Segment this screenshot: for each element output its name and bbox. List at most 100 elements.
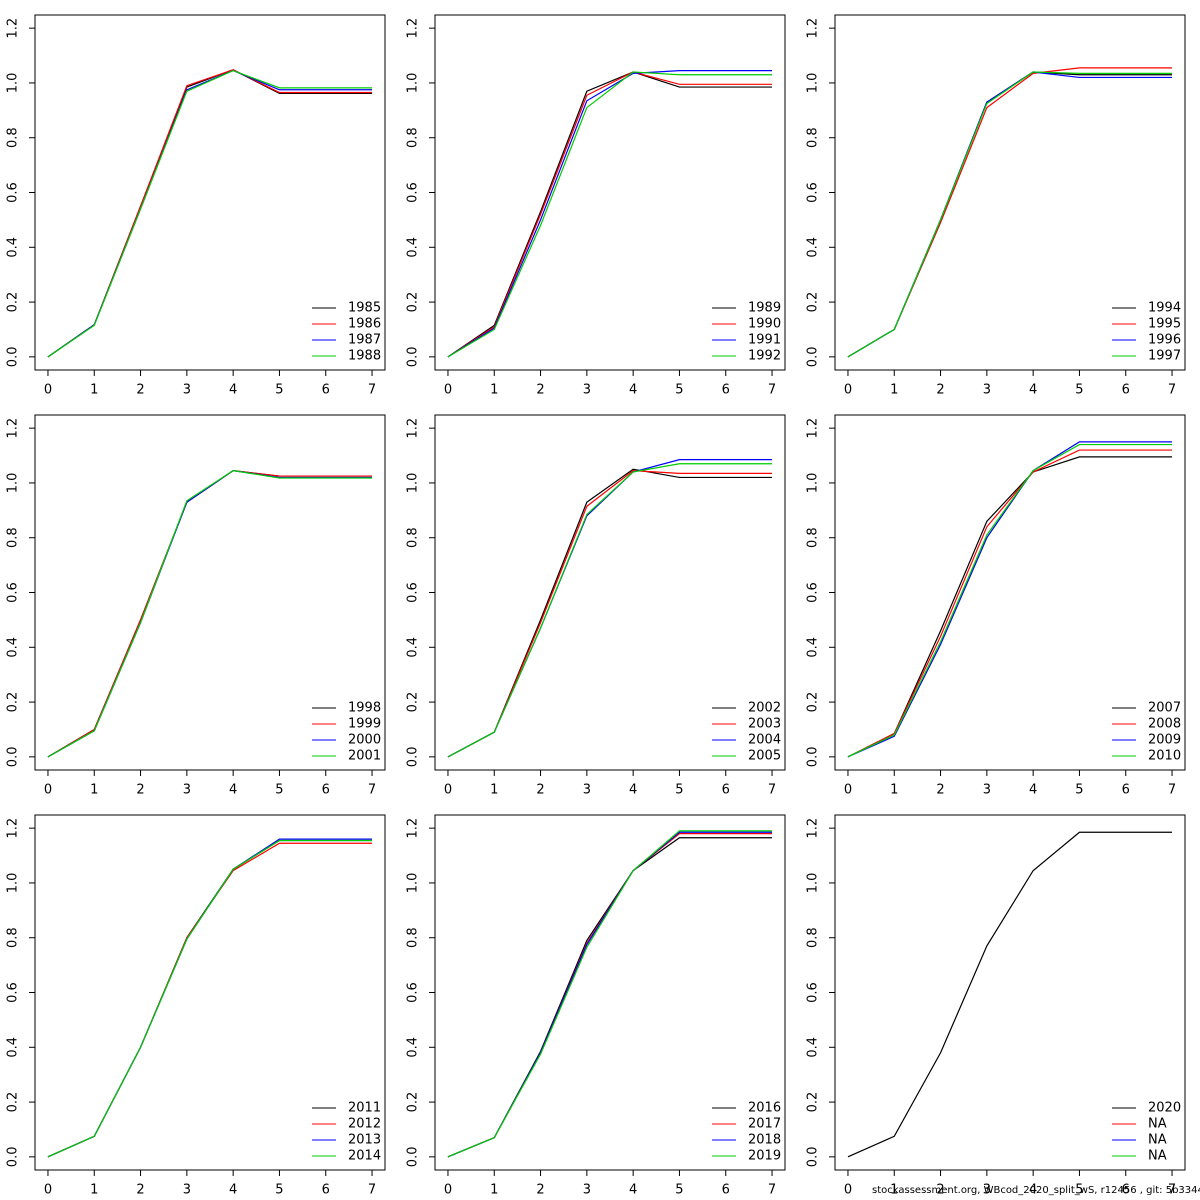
y-tick-label: 0.2 <box>6 292 21 313</box>
legend-label: 2019 <box>748 1149 781 1164</box>
legend-label: 2018 <box>748 1133 781 1148</box>
legend-label: 2010 <box>1148 749 1181 764</box>
y-tick-label: 0.8 <box>6 527 21 548</box>
x-tick-label: 2 <box>136 783 144 798</box>
plot-box <box>34 14 386 371</box>
x-tick-label: 4 <box>629 383 637 398</box>
series-line <box>47 842 373 1158</box>
plot-box <box>834 414 1186 771</box>
x-tick-label: 0 <box>444 383 452 398</box>
legend-label: NA <box>1148 1117 1167 1132</box>
y-tick-label: 1.0 <box>806 73 821 94</box>
legend-label: 1986 <box>348 317 381 332</box>
x-tick-label: 4 <box>229 783 237 798</box>
series-line <box>47 839 373 1158</box>
y-tick-label: 0.0 <box>6 747 21 768</box>
x-tick-label: 6 <box>322 783 330 798</box>
x-tick-label: 1 <box>90 383 98 398</box>
series-line <box>447 837 773 1158</box>
legend-label: 2004 <box>748 733 781 748</box>
x-tick-label: 1 <box>890 383 898 398</box>
x-tick-label: 0 <box>844 783 852 798</box>
y-tick-label: 0.6 <box>806 182 821 203</box>
y-tick-label: 0.2 <box>6 692 21 713</box>
footer: stockassessment.org, WBcod_2020_split_wS… <box>872 1185 1200 1196</box>
plot-box <box>34 414 386 771</box>
y-tick-label: 1.2 <box>6 418 21 439</box>
x-tick-label: 7 <box>1168 383 1176 398</box>
plot-box <box>434 814 786 1171</box>
x-tick-label: 5 <box>275 783 283 798</box>
y-tick-label: 1.0 <box>406 473 421 494</box>
x-tick-label: 7 <box>768 783 776 798</box>
x-tick-label: 7 <box>368 383 376 398</box>
x-tick-label: 1 <box>890 1183 898 1198</box>
series-line <box>447 830 773 1158</box>
x-tick-label: 4 <box>229 383 237 398</box>
x-tick-label: 1 <box>890 783 898 798</box>
y-tick-label: 0.0 <box>406 347 421 368</box>
series-line <box>447 468 773 758</box>
x-tick-label: 1 <box>90 1183 98 1198</box>
x-tick-label: 0 <box>444 1183 452 1198</box>
x-tick-label: 3 <box>983 383 991 398</box>
series-line <box>47 469 373 758</box>
y-tick-label: 0.6 <box>806 582 821 603</box>
y-tick-label: 1.0 <box>406 73 421 94</box>
series-line <box>47 838 373 1158</box>
x-tick-label: 2 <box>936 783 944 798</box>
x-tick-label: 2 <box>936 383 944 398</box>
x-tick-label: 1 <box>490 783 498 798</box>
y-tick-label: 0.0 <box>6 1147 21 1168</box>
y-tick-label: 0.4 <box>6 1037 21 1058</box>
series-line <box>47 69 373 358</box>
y-tick-label: 0.6 <box>6 582 21 603</box>
series-line <box>447 71 773 358</box>
legend-label: 2001 <box>348 749 381 764</box>
legend-label: 1994 <box>1148 301 1181 316</box>
x-tick-label: 2 <box>936 1183 944 1198</box>
y-tick-label: 0.8 <box>806 927 821 948</box>
x-tick-label: 0 <box>44 783 52 798</box>
x-tick-label: 7 <box>768 383 776 398</box>
series-line <box>847 449 1173 758</box>
legend-label: 2002 <box>748 701 781 716</box>
x-tick-label: 2 <box>536 383 544 398</box>
legend-label: 2008 <box>1148 717 1181 732</box>
series-line <box>447 70 773 358</box>
x-tick-label: 5 <box>275 1183 283 1198</box>
x-tick-label: 0 <box>844 383 852 398</box>
y-tick-label: 0.6 <box>406 582 421 603</box>
y-tick-label: 0.6 <box>406 182 421 203</box>
x-tick-label: 4 <box>1029 383 1037 398</box>
y-tick-label: 1.0 <box>406 873 421 894</box>
series-line <box>847 441 1173 758</box>
series-line <box>47 469 373 758</box>
legend-label: 2011 <box>348 1101 381 1116</box>
x-tick-label: 4 <box>1029 1183 1037 1198</box>
legend-label: 1987 <box>348 333 381 348</box>
y-tick-label: 0.2 <box>406 1092 421 1113</box>
x-tick-label: 4 <box>629 1183 637 1198</box>
series-line <box>47 69 373 358</box>
series-line <box>447 459 773 758</box>
legend-label: 1988 <box>348 349 381 364</box>
x-tick-label: 0 <box>44 1183 52 1198</box>
y-tick-label: 0.0 <box>806 347 821 368</box>
x-tick-label: 7 <box>1168 783 1176 798</box>
series-line <box>47 469 373 758</box>
y-tick-label: 0.0 <box>806 1147 821 1168</box>
y-tick-label: 0.4 <box>406 637 421 658</box>
y-tick-label: 1.0 <box>806 473 821 494</box>
x-tick-label: 6 <box>722 383 730 398</box>
legend-label: 1996 <box>1148 333 1181 348</box>
legend-label: 1998 <box>348 701 381 716</box>
x-tick-label: 6 <box>722 783 730 798</box>
x-tick-label: 5 <box>675 383 683 398</box>
y-tick-label: 0.4 <box>806 237 821 258</box>
y-tick-label: 1.2 <box>406 18 421 39</box>
y-tick-label: 1.2 <box>806 18 821 39</box>
series-line <box>447 463 773 758</box>
plot-box <box>34 814 386 1171</box>
